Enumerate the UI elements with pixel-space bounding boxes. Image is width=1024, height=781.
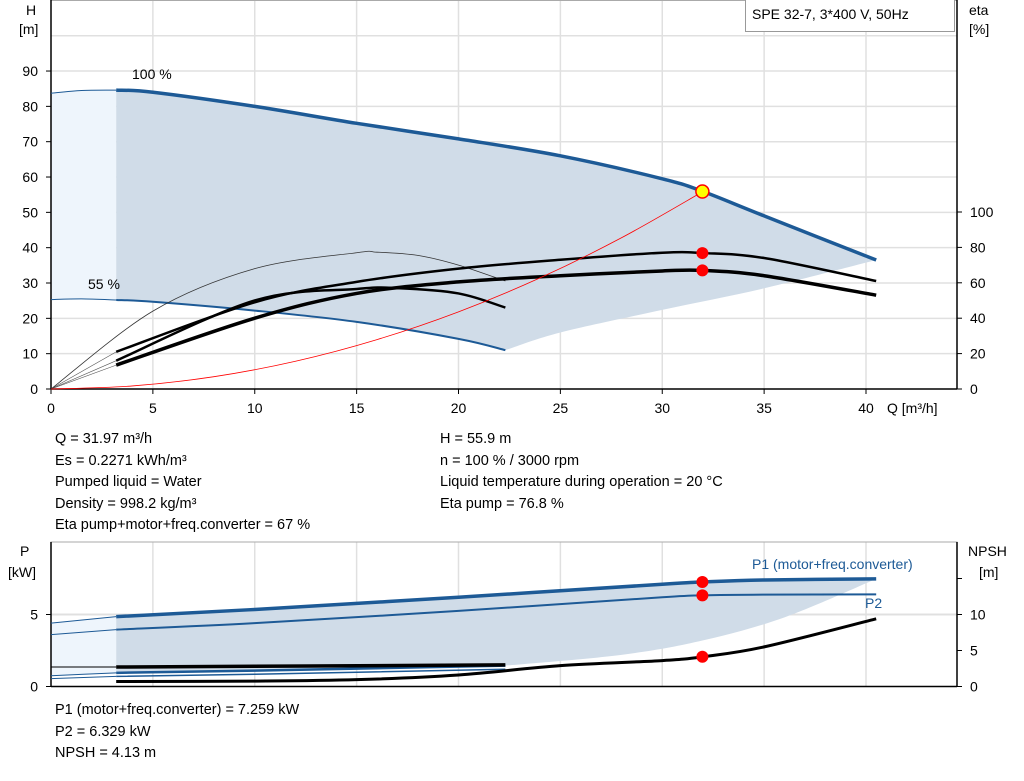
eta-tick-label: 60 xyxy=(970,275,986,291)
eta-tick-label: 100 xyxy=(970,204,994,220)
q-tick-label: 5 xyxy=(149,400,157,416)
npsh-axis-label: NPSH xyxy=(968,543,1007,559)
q-tick-label: 35 xyxy=(756,400,772,416)
chart-title: SPE 32-7, 3*400 V, 50Hz xyxy=(745,0,955,32)
h-tick-label: 90 xyxy=(22,63,38,79)
h-tick-label: 20 xyxy=(22,310,38,326)
npsh-curve-55 xyxy=(116,663,506,669)
eta-extension-line xyxy=(50,360,117,390)
info-es: Es = 0.2271 kWh/m³ xyxy=(55,452,187,469)
info-eta-total: Eta pump+motor+freq.converter = 67 % xyxy=(55,517,311,533)
p-tick-label: 0 xyxy=(30,679,38,695)
q-tick-label: 10 xyxy=(247,400,263,416)
head-curve-100-extension xyxy=(50,89,117,94)
eta-pump-curve-55-thin xyxy=(50,250,506,390)
p-tick-label: 5 xyxy=(30,607,38,623)
eta-total-duty-point xyxy=(696,264,709,277)
speed-label-55: 55 % xyxy=(88,276,120,292)
info-temperature: Liquid temperature during operation = 20… xyxy=(440,474,723,490)
power-range-area xyxy=(116,578,877,673)
speed-label-100: 100 % xyxy=(132,66,172,82)
h-tick-label: 50 xyxy=(22,204,38,220)
p1-curve-label: P1 (motor+freq.converter) xyxy=(752,556,913,572)
eta-pump-duty-point xyxy=(696,247,709,260)
eta-axis-unit: [%] xyxy=(969,21,990,37)
q-tick-label: 20 xyxy=(451,400,467,416)
head-curve-55 xyxy=(116,298,506,352)
speed-range-extension-area xyxy=(51,90,117,300)
p1-duty-point xyxy=(696,575,709,588)
info-speed: n = 100 % / 3000 rpm xyxy=(440,452,580,469)
h-tick-label: 0 xyxy=(30,381,38,397)
npsh-tick-label: 10 xyxy=(970,607,986,623)
power-extension-area xyxy=(51,616,117,676)
info-right: H = 55.9 m n = 100 % / 3000 rpm Liquid t… xyxy=(440,429,723,515)
p2-curve-55 xyxy=(116,668,506,678)
info-density: Density = 998.2 kg/m³ xyxy=(55,495,197,512)
info-q: Q = 31.97 m³/h xyxy=(55,431,153,447)
h-tick-label: 30 xyxy=(22,275,38,291)
p2-curve-100-extension xyxy=(50,629,117,636)
q-tick-label: 15 xyxy=(349,400,365,416)
h-axis-label: H xyxy=(26,2,37,18)
npsh-duty-point xyxy=(696,650,709,663)
info-npsh: NPSH = 4.13 m xyxy=(55,745,157,761)
head-curve-55-extension xyxy=(50,298,117,301)
eta-extension-line xyxy=(50,364,117,390)
duty-point xyxy=(695,184,710,199)
p-axis-unit: [kW] xyxy=(8,564,36,580)
p2-curve-100 xyxy=(116,593,877,631)
npsh-curve-100 xyxy=(116,617,877,683)
eta-total-curve-100 xyxy=(115,268,877,367)
eta-tick-label: 40 xyxy=(970,310,986,326)
info-p2: P2 = 6.329 kW xyxy=(55,723,151,740)
npsh-tick-label: 0 xyxy=(970,679,978,695)
eta-extension-line xyxy=(50,351,117,390)
eta-axis-label: eta xyxy=(969,2,989,18)
p2-curve-55-extension xyxy=(50,675,117,680)
info-bottom: P1 (motor+freq.converter) = 7.259 kW P2 … xyxy=(55,700,299,765)
q-axis-label: Q [m³/h] xyxy=(887,400,938,416)
h-tick-label: 70 xyxy=(22,134,38,150)
p1-curve-100-extension xyxy=(50,616,117,624)
head-curve-100 xyxy=(116,88,877,262)
h-tick-label: 10 xyxy=(22,346,38,362)
h-tick-label: 80 xyxy=(22,98,38,114)
eta-tick-label: 20 xyxy=(970,346,986,362)
h-axis-unit: [m] xyxy=(19,21,39,37)
q-tick-label: 40 xyxy=(858,400,874,416)
npsh-tick-label: 5 xyxy=(970,643,978,659)
p1-curve-100 xyxy=(116,577,877,619)
info-eta-pump: Eta pump = 76.8 % xyxy=(440,495,564,512)
q-tick-label: 25 xyxy=(553,400,569,416)
info-p1: P1 (motor+freq.converter) = 7.259 kW xyxy=(55,702,300,718)
eta-pump-curve-100 xyxy=(115,250,877,354)
q-tick-label: 0 xyxy=(47,400,55,416)
info-left: Q = 31.97 m³/h Es = 0.2271 kWh/m³ Pumped… xyxy=(55,429,310,537)
p2-duty-point xyxy=(696,589,709,602)
info-liquid: Pumped liquid = Water xyxy=(55,474,202,490)
npsh-axis-unit: [m] xyxy=(979,564,999,580)
eta-tick-label: 0 xyxy=(970,381,978,397)
h-tick-label: 60 xyxy=(22,169,38,185)
h-tick-label: 40 xyxy=(22,240,38,256)
system-curve xyxy=(50,191,704,390)
eta-tick-label: 80 xyxy=(970,239,986,255)
operating-range-area xyxy=(116,90,877,351)
p-axis-label: P xyxy=(20,543,30,559)
p2-curve-label: P2 xyxy=(865,595,883,611)
p1-curve-55-extension xyxy=(50,672,117,677)
info-h: H = 55.9 m xyxy=(440,431,512,447)
q-tick-label: 30 xyxy=(654,400,670,416)
